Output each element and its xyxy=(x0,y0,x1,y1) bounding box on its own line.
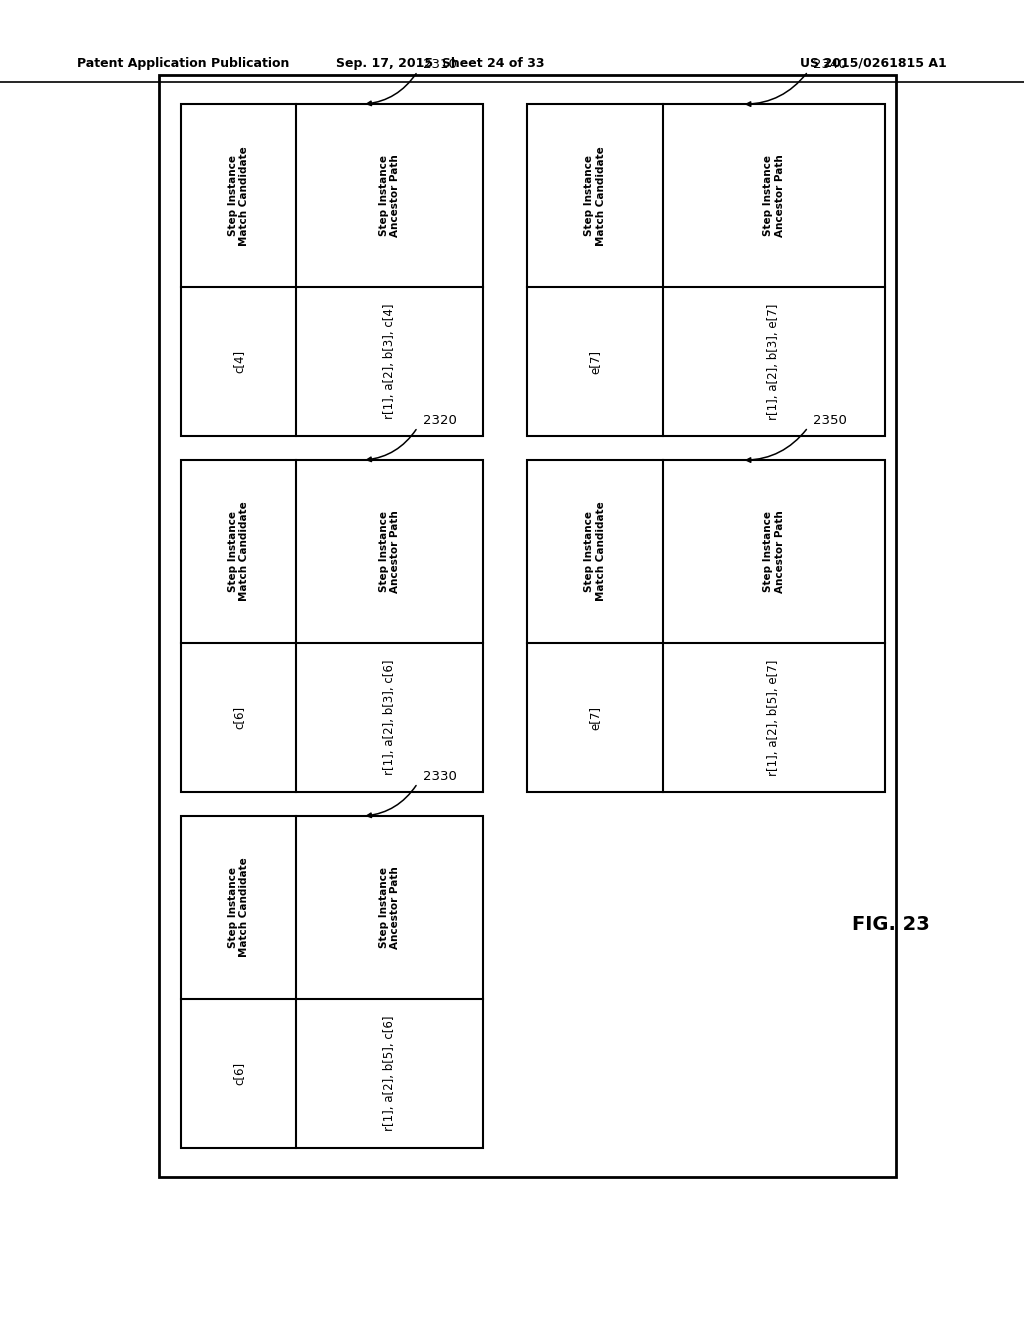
Bar xyxy=(527,461,885,792)
Text: r[1], a[2], b[5], e[7]: r[1], a[2], b[5], e[7] xyxy=(767,660,780,776)
Text: Step Instance
Match Candidate: Step Instance Match Candidate xyxy=(585,145,606,246)
Text: Step Instance
Match Candidate: Step Instance Match Candidate xyxy=(227,502,250,602)
Text: Step Instance
Match Candidate: Step Instance Match Candidate xyxy=(585,502,606,602)
Bar xyxy=(181,461,483,792)
Bar xyxy=(181,104,483,437)
Text: 2330: 2330 xyxy=(423,770,457,783)
Text: 2320: 2320 xyxy=(423,414,457,428)
Text: 2340: 2340 xyxy=(813,58,847,71)
Text: Patent Application Publication: Patent Application Publication xyxy=(77,57,289,70)
Text: r[1], a[2], b[5], c[6]: r[1], a[2], b[5], c[6] xyxy=(383,1016,396,1131)
Text: c[6]: c[6] xyxy=(232,1063,245,1085)
Text: FIG. 23: FIG. 23 xyxy=(852,915,930,933)
Text: r[1], a[2], b[3], c[6]: r[1], a[2], b[3], c[6] xyxy=(383,660,396,775)
Text: Step Instance
Match Candidate: Step Instance Match Candidate xyxy=(227,145,250,246)
Text: e[7]: e[7] xyxy=(589,350,602,374)
Text: Step Instance
Match Candidate: Step Instance Match Candidate xyxy=(227,858,250,957)
Bar xyxy=(181,816,483,1148)
Text: US 2015/0261815 A1: US 2015/0261815 A1 xyxy=(801,57,947,70)
Text: 2350: 2350 xyxy=(813,414,847,428)
Text: Step Instance
Ancestor Path: Step Instance Ancestor Path xyxy=(379,511,400,593)
Text: r[1], a[2], b[3], e[7]: r[1], a[2], b[3], e[7] xyxy=(767,304,780,420)
Text: c[6]: c[6] xyxy=(232,706,245,729)
Text: r[1], a[2], b[3], c[4]: r[1], a[2], b[3], c[4] xyxy=(383,304,396,420)
Bar xyxy=(159,75,896,1177)
Bar xyxy=(527,104,885,437)
Text: Step Instance
Ancestor Path: Step Instance Ancestor Path xyxy=(763,511,784,593)
Text: Sep. 17, 2015  Sheet 24 of 33: Sep. 17, 2015 Sheet 24 of 33 xyxy=(336,57,545,70)
Text: Step Instance
Ancestor Path: Step Instance Ancestor Path xyxy=(763,154,784,238)
Text: e[7]: e[7] xyxy=(589,706,602,730)
Text: Step Instance
Ancestor Path: Step Instance Ancestor Path xyxy=(379,866,400,949)
Text: 2310: 2310 xyxy=(423,58,457,71)
Text: Step Instance
Ancestor Path: Step Instance Ancestor Path xyxy=(379,154,400,238)
Text: c[4]: c[4] xyxy=(232,350,245,374)
